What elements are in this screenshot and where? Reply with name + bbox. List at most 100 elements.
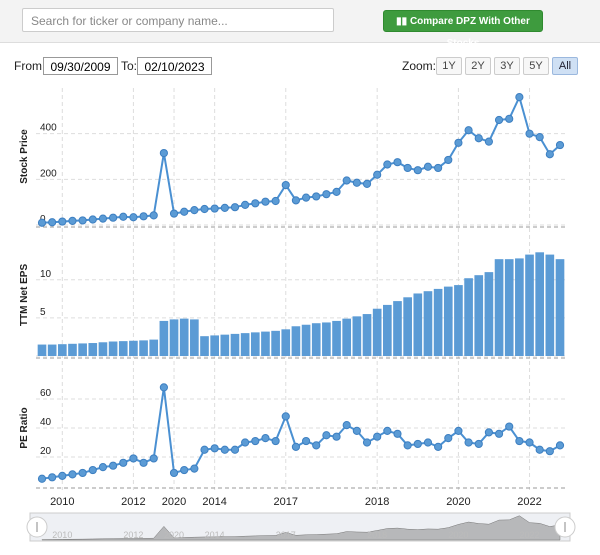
- marker: [434, 442, 443, 451]
- marker: [220, 445, 229, 454]
- zoom-button[interactable]: All: [552, 57, 578, 75]
- navigator-label: 2020: [164, 530, 184, 540]
- line: [41, 387, 561, 480]
- marker: [169, 209, 179, 218]
- y-tick-label: 20: [40, 446, 52, 457]
- marker: [515, 436, 524, 446]
- bar: [108, 341, 118, 356]
- zoom-button[interactable]: 2Y: [465, 57, 491, 75]
- marker: [149, 211, 158, 220]
- marker: [58, 217, 67, 226]
- bar: [311, 323, 321, 356]
- marker: [332, 432, 341, 441]
- marker: [373, 170, 382, 179]
- marker: [78, 216, 87, 225]
- marker: [454, 138, 463, 147]
- zoom-label: Zoom:: [402, 59, 437, 73]
- marker: [200, 445, 209, 454]
- marker: [444, 155, 453, 165]
- marker: [484, 137, 494, 146]
- marker: [525, 438, 534, 447]
- marker: [210, 444, 219, 453]
- marker: [393, 158, 402, 167]
- bar: [129, 340, 138, 356]
- marker: [241, 200, 250, 210]
- zoom-button[interactable]: 3Y: [494, 57, 520, 75]
- bar: [403, 297, 412, 356]
- x-tick-label: 2022: [517, 496, 541, 508]
- marker: [322, 431, 331, 440]
- marker: [108, 461, 118, 470]
- bar: [443, 286, 453, 356]
- navigator-label: 2020: [448, 530, 468, 540]
- bar: [342, 318, 352, 356]
- bar: [169, 319, 179, 356]
- marker: [423, 162, 433, 171]
- navigator-label: 2010: [52, 530, 72, 540]
- marker: [383, 426, 392, 435]
- y-tick-label: 5: [40, 307, 46, 318]
- bar: [525, 254, 534, 356]
- navigator-label: 2018: [367, 530, 387, 540]
- marker: [169, 468, 179, 478]
- marker: [403, 441, 412, 450]
- bar: [352, 316, 362, 356]
- zoom-button[interactable]: 1Y: [436, 57, 462, 75]
- marker: [271, 196, 280, 206]
- marker: [139, 458, 148, 467]
- marker: [159, 148, 168, 158]
- marker: [180, 207, 189, 216]
- marker: [230, 445, 240, 454]
- x-tick-label: 2020: [162, 496, 186, 508]
- marker: [403, 163, 412, 173]
- marker: [515, 93, 524, 102]
- y-tick-label: 60: [40, 388, 52, 399]
- x-tick-label: 2012: [121, 496, 145, 508]
- marker: [434, 163, 443, 173]
- marker: [291, 442, 301, 451]
- bar: [464, 278, 473, 356]
- marker: [68, 216, 77, 225]
- marker: [68, 470, 77, 479]
- bar: [139, 340, 148, 356]
- marker: [525, 129, 534, 138]
- marker: [281, 412, 290, 421]
- from-input[interactable]: 09/30/2009: [43, 57, 118, 75]
- bar: [413, 293, 423, 356]
- y-tick-label: 400: [40, 123, 57, 134]
- marker: [444, 434, 453, 443]
- marker: [48, 473, 57, 482]
- zoom-button[interactable]: 5Y: [523, 57, 549, 75]
- marker: [88, 215, 97, 224]
- bar: [240, 333, 250, 356]
- marker: [535, 132, 544, 142]
- line: [41, 94, 561, 224]
- bar: [261, 331, 270, 356]
- marker: [301, 193, 311, 202]
- bar: [118, 341, 128, 356]
- bar: [281, 329, 291, 356]
- bar: [190, 319, 199, 356]
- bar: [301, 324, 311, 356]
- bar: [474, 275, 484, 356]
- marker: [251, 199, 260, 208]
- y-axis-title: TTM Net EPS: [19, 264, 30, 327]
- bar: [383, 304, 392, 356]
- to-input[interactable]: 02/10/2023: [137, 57, 212, 75]
- marker: [200, 204, 209, 214]
- bar: [555, 259, 565, 356]
- compare-button[interactable]: ▮▮ Compare DPZ With Other Stocks: [383, 10, 543, 49]
- bar: [37, 344, 47, 356]
- marker: [413, 166, 422, 175]
- bar: [454, 285, 463, 356]
- marker: [342, 421, 351, 430]
- marker: [464, 126, 473, 135]
- marker: [362, 438, 372, 447]
- marker: [220, 203, 229, 212]
- marker: [373, 432, 382, 441]
- search-input[interactable]: Search for ticker or company name...: [22, 8, 334, 32]
- x-tick-label: 2017: [274, 496, 298, 508]
- marker: [261, 434, 270, 443]
- bar: [291, 326, 301, 356]
- marker: [312, 192, 321, 201]
